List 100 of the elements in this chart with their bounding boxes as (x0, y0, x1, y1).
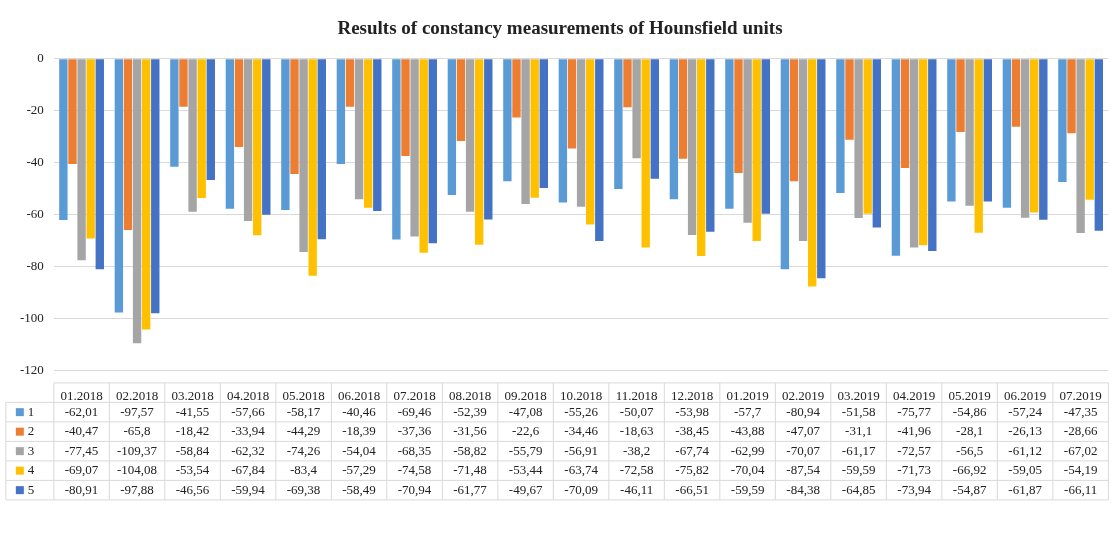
data-label: -69,38 (286, 481, 321, 497)
data-label: -59,59 (730, 481, 765, 497)
data-label: -44,29 (286, 423, 321, 439)
x-tick-label: 03.2019 (837, 388, 880, 404)
data-label: -66,92 (952, 462, 987, 478)
data-label: -58,84 (175, 442, 210, 458)
data-label: -55,26 (564, 403, 599, 419)
data-label: -47,35 (1063, 403, 1098, 419)
legend-label: 2 (27, 423, 35, 439)
data-label: -62,01 (64, 403, 99, 419)
data-label: -61,12 (1008, 442, 1042, 458)
data-label: -71,73 (897, 462, 931, 478)
data-label: -72,57 (897, 442, 932, 458)
data-label: -104,08 (117, 462, 158, 478)
data-label: -68,35 (397, 442, 432, 458)
data-label: -61,77 (453, 481, 488, 497)
y-tick-label: -20 (26, 102, 44, 118)
data-label: -59,05 (1008, 462, 1042, 478)
data-label: -97,88 (120, 481, 154, 497)
data-label: -67,84 (231, 462, 266, 478)
data-label: -52,39 (453, 403, 487, 419)
data-label: -70,94 (397, 481, 432, 497)
data-label: -26,13 (1008, 423, 1042, 439)
data-label: -59,59 (841, 462, 876, 478)
data-label: -47,07 (786, 423, 821, 439)
data-label: -80,94 (786, 403, 821, 419)
data-label: -69,07 (64, 462, 99, 478)
data-label: -62,32 (231, 442, 265, 458)
data-label: -87,54 (786, 462, 821, 478)
data-label: -97,57 (120, 403, 155, 419)
data-label: -18,63 (619, 423, 654, 439)
x-tick-label: 05.2019 (948, 388, 991, 404)
y-tick-label: -80 (26, 258, 44, 274)
x-tick-label: 08.2018 (448, 388, 492, 404)
data-label: -83,4 (290, 462, 318, 478)
data-label: -46,56 (175, 481, 210, 497)
data-label: -40,46 (342, 403, 377, 419)
data-label: -28,66 (1063, 423, 1098, 439)
data-label: -38,45 (675, 423, 709, 439)
chart-title: Results of constancy measurements of Hounsfield units (337, 17, 783, 39)
data-label: -57,24 (1008, 403, 1043, 419)
data-label: -57,66 (231, 403, 266, 419)
data-label: -80,91 (64, 481, 99, 497)
data-label: -40,47 (64, 423, 99, 439)
x-tick-label: 04.2019 (892, 388, 936, 404)
legend-label: 4 (27, 462, 35, 478)
x-tick-label: 07.2019 (1059, 388, 1102, 404)
data-label: -72,58 (619, 462, 654, 478)
data-label: -57,29 (342, 462, 376, 478)
x-tick-label: 09.2018 (504, 388, 547, 404)
data-label: -58,82 (453, 442, 487, 458)
data-label: -33,94 (231, 423, 266, 439)
data-label: -73,94 (897, 481, 932, 497)
data-label: -75,77 (897, 403, 932, 419)
x-tick-label: 12.2018 (670, 388, 714, 404)
data-label: -62,99 (730, 442, 765, 458)
data-label: -49,67 (508, 481, 543, 497)
data-label: -64,85 (841, 481, 876, 497)
data-label: -58,49 (342, 481, 376, 497)
data-label: -70,04 (730, 462, 765, 478)
data-label: -66,51 (675, 481, 709, 497)
data-label: -70,09 (564, 481, 598, 497)
data-label: -53,44 (508, 462, 543, 478)
data-label: -58,17 (286, 403, 321, 419)
data-label: -54,87 (952, 481, 987, 497)
data-label: -55,79 (508, 442, 543, 458)
y-tick-label: 0 (37, 50, 44, 66)
data-label: -18,42 (175, 423, 210, 439)
x-tick-label: 03.2018 (171, 388, 214, 404)
data-label: -38,2 (623, 442, 651, 458)
data-label: -50,07 (619, 403, 654, 419)
data-label: -31,56 (453, 423, 488, 439)
data-label: -54,19 (1063, 462, 1098, 478)
data-label: -28,1 (956, 423, 984, 439)
data-label: -57,7 (734, 403, 762, 419)
data-label: -31,1 (845, 423, 873, 439)
data-label: -56,5 (956, 442, 984, 458)
data-label: -59,94 (231, 481, 266, 497)
data-label: -67,02 (1063, 442, 1098, 458)
data-label: -41,96 (897, 423, 932, 439)
data-label: -65,8 (123, 423, 151, 439)
data-label: -41,55 (175, 403, 210, 419)
x-tick-label: 04.2018 (226, 388, 270, 404)
x-tick-label: 01.2018 (60, 388, 103, 404)
x-tick-label: 10.2018 (559, 388, 603, 404)
data-label: -66,11 (1064, 481, 1098, 497)
x-tick-label: 02.2019 (781, 388, 825, 404)
data-label: -53,98 (675, 403, 709, 419)
data-label: -37,36 (397, 423, 432, 439)
data-label: -67,74 (675, 442, 710, 458)
data-label: -61,87 (1008, 481, 1043, 497)
data-label: -61,17 (841, 442, 876, 458)
data-label: -22,6 (512, 423, 540, 439)
data-label: -18,39 (342, 423, 376, 439)
legend-label: 3 (27, 442, 35, 458)
data-label: -71,48 (453, 462, 487, 478)
legend-label: 1 (27, 403, 35, 419)
y-tick-label: -100 (19, 310, 44, 326)
x-tick-label: 05.2018 (282, 388, 325, 404)
x-tick-label: 07.2018 (393, 388, 436, 404)
